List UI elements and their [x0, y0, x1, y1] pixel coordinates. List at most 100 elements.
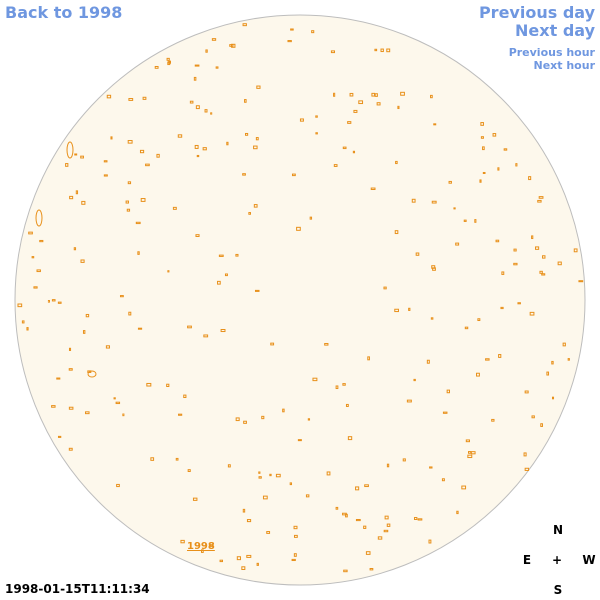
speckle — [241, 566, 246, 571]
map-label-link[interactable]: 1998 — [187, 541, 215, 552]
speckle — [467, 451, 472, 454]
speckle — [127, 181, 132, 185]
speckle — [289, 482, 293, 486]
speckle — [127, 140, 133, 144]
speckle — [383, 529, 389, 533]
speckle — [195, 105, 200, 110]
region-contour — [35, 209, 43, 227]
speckle — [539, 270, 543, 274]
speckle — [431, 265, 436, 269]
speckle — [172, 206, 177, 210]
speckle — [535, 246, 540, 250]
speckle — [68, 368, 73, 371]
speckle — [17, 303, 23, 308]
speckle — [244, 99, 247, 103]
speckle — [479, 179, 482, 183]
speckle — [546, 371, 550, 376]
speckle — [433, 123, 437, 126]
speckle — [150, 457, 155, 461]
speckle — [309, 216, 313, 220]
speckle — [211, 38, 217, 41]
speckle — [261, 415, 265, 420]
speckle — [282, 408, 285, 413]
speckle — [231, 43, 236, 48]
speckle — [82, 330, 86, 334]
speckle — [541, 273, 546, 276]
speckle — [369, 567, 374, 571]
speckle — [36, 269, 41, 273]
speckle — [140, 198, 146, 202]
speckle — [430, 317, 434, 320]
speckle — [196, 154, 200, 158]
speckle — [364, 484, 369, 488]
speckle — [145, 163, 150, 167]
speckle — [417, 518, 423, 521]
speckle — [224, 273, 228, 277]
region-contour — [87, 370, 97, 378]
speckle — [453, 207, 456, 210]
speckle — [394, 308, 399, 313]
speckle — [551, 360, 554, 365]
speckle — [262, 495, 268, 500]
speckle — [166, 383, 170, 388]
speckle — [402, 458, 406, 462]
speckle — [177, 134, 183, 138]
speckle — [523, 452, 527, 457]
speckle — [497, 167, 500, 171]
speckle — [243, 420, 247, 424]
speckle — [105, 345, 110, 349]
speckle — [383, 286, 387, 290]
next-hour-link[interactable]: Next hour — [533, 59, 596, 72]
speckle — [477, 318, 481, 322]
speckle — [299, 118, 304, 122]
speckle — [342, 146, 347, 150]
speckle — [476, 372, 480, 377]
speckle — [492, 133, 497, 137]
speckle — [194, 64, 200, 67]
speckle — [69, 195, 74, 200]
next-day-link[interactable]: Next day — [515, 21, 595, 40]
previous-day-link[interactable]: Previous day — [478, 3, 595, 22]
speckle — [305, 494, 310, 498]
speckle — [386, 463, 390, 468]
speckle — [413, 517, 418, 520]
speckle — [573, 248, 578, 253]
speckle — [253, 145, 258, 150]
speckle — [275, 473, 281, 478]
speckle — [242, 23, 247, 27]
speckle — [537, 199, 542, 203]
speckle — [258, 476, 262, 479]
speckle — [293, 534, 298, 538]
speckle — [538, 196, 544, 199]
speckle — [463, 219, 467, 222]
speckle — [542, 255, 546, 259]
speckle — [65, 163, 69, 167]
speckle — [180, 539, 185, 544]
speckle — [485, 358, 490, 361]
previous-hour-link[interactable]: Previous hour — [508, 46, 595, 59]
back-link[interactable]: Back to 1998 — [5, 3, 123, 22]
speckle — [567, 358, 570, 361]
speckle — [227, 464, 231, 468]
speckle — [524, 390, 529, 394]
speckle — [358, 100, 364, 105]
speckle — [377, 536, 383, 540]
speckle — [335, 385, 339, 390]
speckle — [347, 436, 353, 441]
speckle — [426, 359, 430, 364]
speckle — [168, 60, 171, 64]
speckle — [394, 230, 399, 235]
speckle — [202, 147, 207, 151]
speckle — [189, 100, 194, 104]
speckle — [501, 271, 505, 275]
speckle — [448, 180, 452, 184]
speckle — [408, 307, 411, 311]
speckle — [39, 239, 44, 243]
speckle — [87, 370, 92, 373]
speckle — [500, 306, 504, 310]
speckle — [183, 394, 187, 399]
speckle — [135, 221, 141, 225]
speckle — [482, 171, 486, 174]
speckle — [194, 144, 199, 149]
